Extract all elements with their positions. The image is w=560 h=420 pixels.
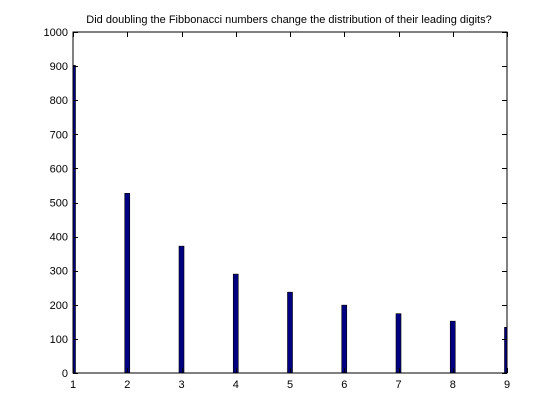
y-tick-label-400: 400 — [50, 232, 68, 244]
chart-title: Did doubling the Fibbonacci numbers chan… — [86, 14, 491, 26]
x-tick-label-5: 5 — [287, 379, 293, 391]
y-tick-label-900: 900 — [50, 61, 68, 73]
x-tick-label-8: 8 — [450, 379, 456, 391]
y-tick-label-300: 300 — [50, 266, 68, 278]
y-tick-label-600: 600 — [50, 163, 68, 175]
y-axis: 0 100 200 300 400 500 600 700 800 900 1000 — [44, 27, 507, 380]
y-tick-label-200: 200 — [50, 300, 68, 312]
x-tick-label-9: 9 — [504, 379, 510, 391]
bar-digit-7 — [395, 313, 402, 374]
y-tick-label-100: 100 — [50, 334, 68, 346]
x-axis: 1 2 3 4 5 6 7 8 9 — [70, 32, 510, 391]
bar-digit-2 — [124, 192, 131, 374]
y-tick-label-800: 800 — [50, 95, 68, 107]
bar-digit-5 — [287, 291, 293, 374]
bar-digit-3 — [178, 245, 185, 374]
y-tick-label-700: 700 — [50, 129, 68, 141]
y-tick-label-0: 0 — [62, 368, 68, 380]
bar-digit-6 — [341, 304, 348, 374]
bars-group — [72, 65, 508, 374]
bar-digit-8 — [449, 320, 456, 374]
y-tick-label-1000: 1000 — [44, 27, 68, 39]
x-tick-label-6: 6 — [341, 379, 347, 391]
x-tick-label-7: 7 — [395, 379, 401, 391]
bar-digit-4 — [232, 273, 239, 374]
x-tick-label-1: 1 — [70, 379, 76, 391]
y-tick-label-500: 500 — [50, 198, 68, 210]
x-tick-label-3: 3 — [178, 379, 184, 391]
x-tick-label-2: 2 — [124, 379, 130, 391]
x-tick-label-4: 4 — [233, 379, 239, 391]
